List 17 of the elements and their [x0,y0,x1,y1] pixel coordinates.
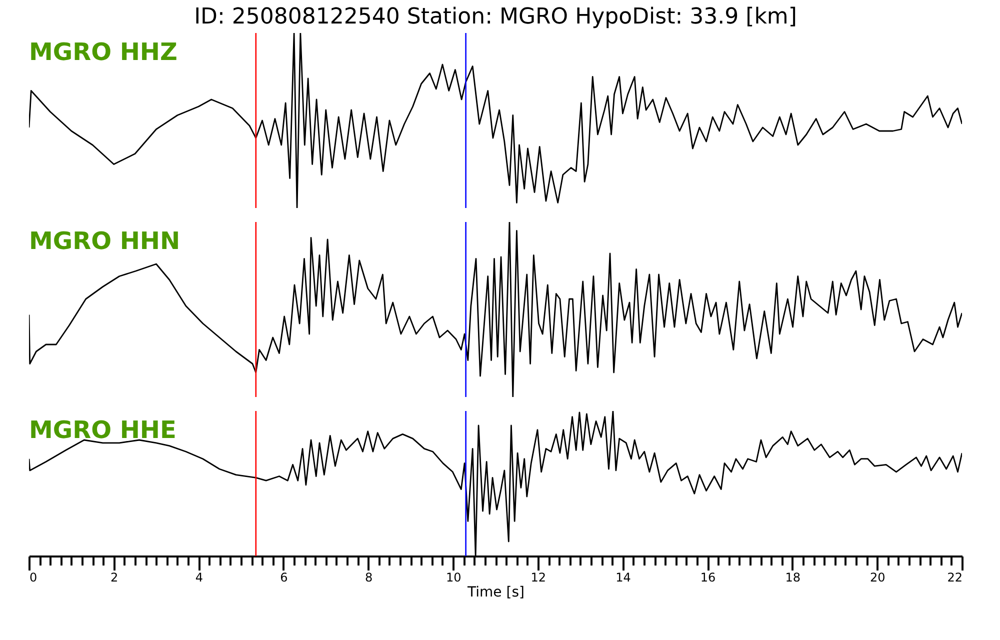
x-tick-label: 22 [947,570,962,584]
x-tick-label: 0 [30,570,38,584]
annotation: MGRO HHE [29,416,176,444]
x-tick-label: 14 [616,570,631,584]
x-tick-label: 4 [195,570,203,584]
x-tick-label: 8 [364,570,373,584]
x-tick-label: 20 [870,570,886,584]
x-tick-label: 16 [700,570,716,584]
annotation: MGRO HHZ [29,38,178,66]
x-tick-label: 2 [110,570,118,584]
x-tick-label: 12 [530,570,546,584]
x-tick-label: 6 [280,570,288,584]
x-tick-label: 10 [446,570,462,584]
x-tick-label: 18 [785,570,801,584]
annotation: MGRO HHN [29,227,180,255]
x-axis-title: Time [s] [466,584,524,600]
chart-title: ID: 250808122540 Station: MGRO HypoDist: 33.9 [km] [194,4,797,30]
